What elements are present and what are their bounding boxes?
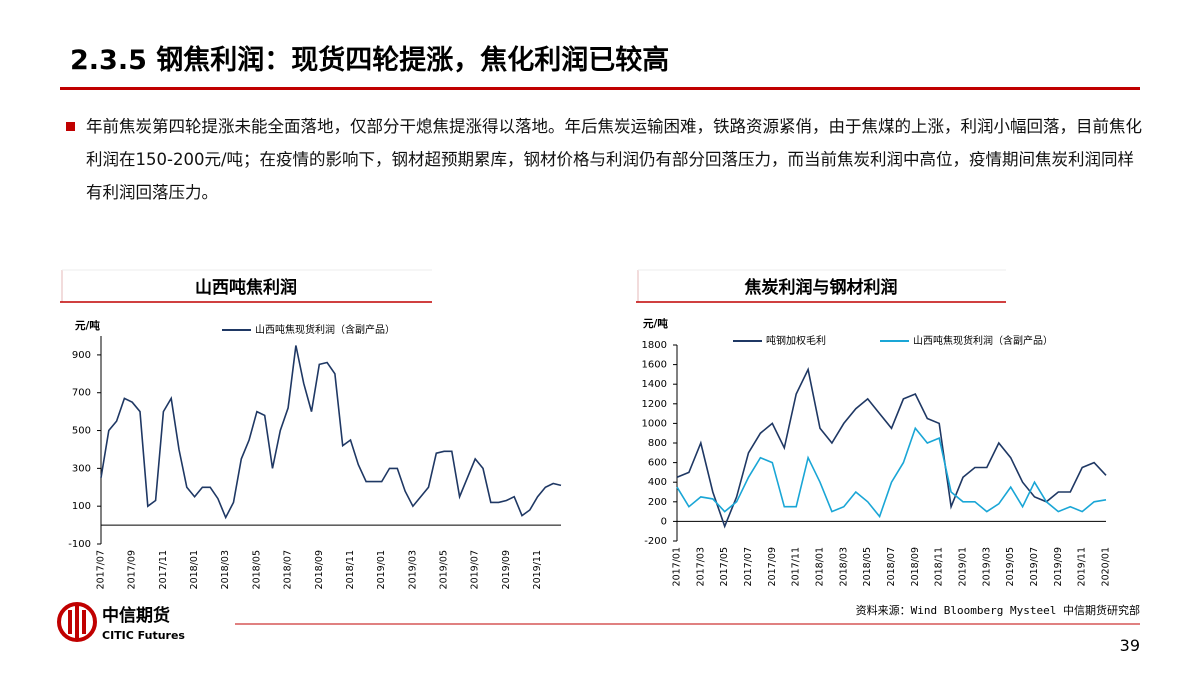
x-tick-label: 2017/07 (96, 550, 107, 589)
x-tick-label: 2018/01 (815, 547, 826, 586)
x-tick-label: 2017/09 (127, 550, 138, 589)
logo-icon (57, 602, 97, 642)
x-tick-label: 2019/03 (981, 547, 992, 586)
y-tick-label: 700 (72, 388, 91, 399)
bullet-text: 年前焦炭第四轮提涨未能全面落地，仅部分干熄焦提涨得以落地。年后焦炭运输困难，铁路… (86, 117, 1142, 202)
x-tick-label: 2018/11 (345, 550, 356, 589)
x-tick-label: 2017/07 (743, 547, 754, 586)
y-tick-label: -200 (644, 536, 667, 547)
y-tick-label: 100 (72, 501, 91, 512)
y-tick-label: 800 (648, 438, 667, 449)
y-tick-label: -100 (68, 539, 91, 550)
chart-title: 山西吨焦利润 (195, 277, 297, 298)
x-tick-label: 2018/09 (910, 547, 921, 586)
x-tick-label: 2017/11 (158, 550, 169, 589)
y-tick-label: 400 (648, 477, 667, 488)
source: 资料来源：Wind Bloomberg Mysteel 中信期货研究部 (856, 603, 1140, 617)
x-tick-label: 2017/11 (791, 547, 802, 586)
y-tick-label: 1000 (642, 418, 667, 429)
y-tick-label: 200 (648, 497, 667, 508)
x-tick-label: 2018/09 (314, 550, 325, 589)
x-tick-label: 2019/09 (1053, 547, 1064, 586)
chart-title: 焦炭利润与钢材利润 (744, 277, 898, 298)
x-tick-label: 2018/03 (220, 550, 231, 589)
x-tick-label: 2019/01 (958, 547, 969, 586)
y-axis-label: 元/吨 (75, 319, 100, 332)
y-tick-label: 900 (72, 350, 91, 361)
x-tick-label: 2017/03 (695, 547, 706, 586)
legend-label: 吨钢加权毛利 (766, 334, 826, 347)
y-tick-label: 300 (72, 463, 91, 474)
title-rule (60, 87, 1140, 90)
x-tick-label: 2019/05 (1005, 547, 1016, 586)
x-tick-label: 2019/03 (407, 550, 418, 589)
x-tick-label: 2017/05 (719, 547, 730, 586)
x-tick-label: 2018/07 (886, 547, 897, 586)
line-series (100, 345, 562, 520)
y-tick-label: 1600 (642, 360, 667, 371)
y-tick-label: 500 (72, 426, 91, 437)
x-tick-label: 2019/07 (1029, 547, 1040, 586)
x-tick-label: 2019/01 (376, 550, 387, 589)
x-tick-label: 2017/09 (767, 547, 778, 586)
y-axis-label: 元/吨 (643, 317, 668, 330)
slide-title: 2.3.5 钢焦利润：现货四轮提涨，焦化利润已较高 (70, 45, 670, 76)
page-number: 39 (1119, 636, 1140, 655)
legend-label: 山西吨焦现货利润（含副产品） (255, 323, 395, 336)
x-tick-label: 2017/01 (672, 547, 683, 586)
x-tick-label: 2019/07 (470, 550, 481, 589)
x-tick-label: 2018/03 (838, 547, 849, 586)
logo-cn: 中信期货 (102, 605, 170, 626)
x-tick-label: 2019/11 (532, 550, 543, 589)
x-tick-label: 2018/11 (934, 547, 945, 586)
x-tick-label: 2018/07 (283, 550, 294, 589)
x-tick-label: 2018/01 (189, 550, 200, 589)
y-tick-label: 1200 (642, 399, 667, 410)
x-tick-label: 2018/05 (862, 547, 873, 586)
x-tick-label: 2019/09 (501, 550, 512, 589)
logo-en: CITIC Futures (102, 629, 185, 642)
legend-label: 山西吨焦现货利润（含副产品） (913, 334, 1053, 347)
y-tick-label: 600 (648, 458, 667, 469)
x-tick-label: 2019/11 (1077, 547, 1088, 586)
line-series (676, 367, 1107, 529)
x-tick-label: 2020/01 (1101, 547, 1112, 586)
y-tick-label: 1800 (642, 340, 667, 351)
x-tick-label: 2019/05 (439, 550, 450, 589)
y-tick-label: 1400 (642, 379, 667, 390)
bullet-marker (66, 122, 75, 131)
line-series (676, 426, 1107, 519)
x-tick-label: 2018/05 (251, 550, 262, 589)
y-tick-label: 0 (661, 516, 667, 527)
